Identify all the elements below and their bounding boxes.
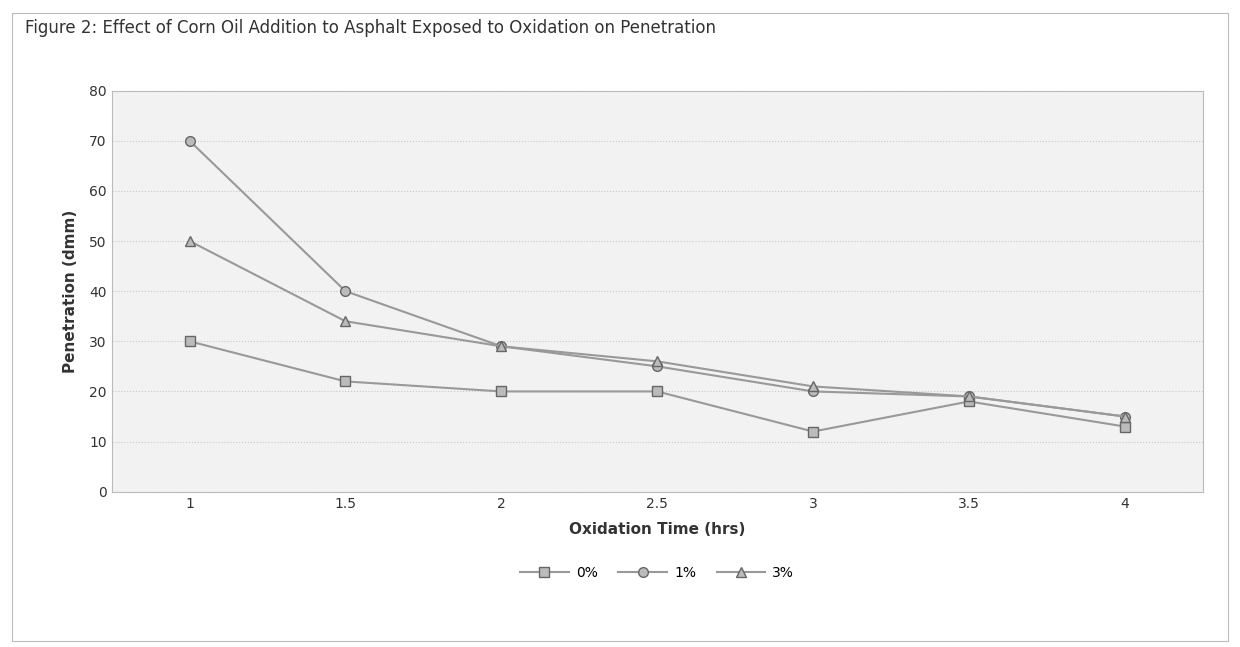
3%	[961, 393, 976, 400]
1%	[339, 287, 353, 295]
1%	[650, 362, 665, 370]
0%	[339, 378, 353, 386]
3%	[1117, 413, 1132, 421]
3%	[182, 237, 197, 245]
3%	[494, 342, 508, 350]
Text: Figure 2: Effect of Corn Oil Addition to Asphalt Exposed to Oxidation on Penetra: Figure 2: Effect of Corn Oil Addition to…	[25, 19, 715, 38]
1%	[182, 137, 197, 144]
3%	[806, 382, 821, 390]
1%	[961, 393, 976, 400]
1%	[806, 388, 821, 395]
Line: 3%: 3%	[185, 236, 1130, 421]
Legend: 0%, 1%, 3%: 0%, 1%, 3%	[515, 560, 800, 585]
3%	[650, 357, 665, 365]
X-axis label: Oxidation Time (hrs): Oxidation Time (hrs)	[569, 521, 745, 537]
Line: 1%: 1%	[185, 136, 1130, 421]
Line: 0%: 0%	[185, 336, 1130, 437]
0%	[650, 388, 665, 395]
Y-axis label: Penetration (dmm): Penetration (dmm)	[63, 210, 78, 373]
0%	[182, 338, 197, 345]
0%	[806, 428, 821, 435]
0%	[961, 397, 976, 405]
3%	[339, 318, 353, 325]
1%	[494, 342, 508, 350]
0%	[494, 388, 508, 395]
0%	[1117, 422, 1132, 430]
1%	[1117, 413, 1132, 421]
